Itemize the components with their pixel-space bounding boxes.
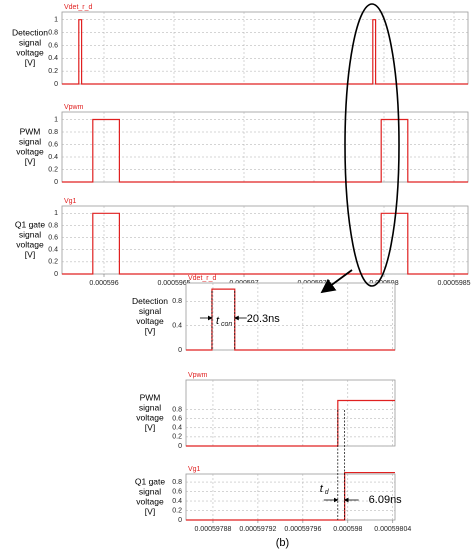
signal-line	[186, 471, 395, 521]
zoom-arrow	[320, 269, 353, 294]
y-tick-label: 0.2	[48, 68, 58, 75]
y-tick-label: 0.8	[172, 298, 182, 305]
y-tick-label: 0.8	[172, 479, 182, 486]
series-name: Vg1	[188, 466, 201, 473]
y-tick-label: 0	[178, 443, 182, 450]
signal-line	[62, 118, 468, 183]
x-tick-label: 0.000596	[89, 280, 118, 287]
interval-symbol: t	[216, 315, 220, 327]
y-tick-label: 0.6	[172, 488, 182, 495]
x-tick-label: 0.00059792	[239, 526, 276, 533]
y-axis-label: [V]	[25, 249, 35, 259]
signal-line	[186, 399, 395, 447]
x-tick-label: 0.0005985	[437, 280, 470, 287]
y-tick-label: 0	[54, 81, 58, 88]
x-tick-label: 0.00059804	[374, 526, 411, 533]
y-axis-label: signal	[19, 136, 41, 146]
series-name: Vdet_r_d	[188, 275, 217, 282]
y-tick-label: 0.4	[172, 498, 182, 505]
y-tick-label: 1	[54, 116, 58, 123]
y-tick-label: 0.6	[172, 416, 182, 423]
y-tick-label: 0.4	[172, 425, 182, 432]
y-axis-label: signal	[19, 37, 41, 47]
interval-label: 20.3ns	[247, 313, 281, 325]
y-tick-label: 0.2	[172, 507, 182, 514]
plot-frame	[185, 379, 396, 447]
x-tick-label: 0.00059788	[194, 526, 231, 533]
y-axis-label: signal	[139, 486, 161, 496]
y-axis-label: [V]	[145, 506, 155, 516]
y-tick-label: 0.8	[172, 406, 182, 413]
y-tick-label: 0	[54, 271, 58, 278]
highlight-ellipse	[344, 3, 400, 287]
y-axis-label: Detection	[132, 296, 168, 306]
y-tick-label: 1	[54, 210, 58, 217]
x-tick-label: 0.000598	[333, 526, 362, 533]
y-tick-label: 0.4	[48, 55, 58, 62]
plot-frame	[185, 282, 396, 351]
y-tick-label: 1	[54, 17, 58, 24]
y-axis-label: voltage	[136, 412, 164, 422]
plots: 00.20.40.60.81Detectionsignalvoltage[V]V…	[12, 4, 471, 549]
series-name: Vpwm	[188, 372, 208, 379]
y-axis-label: [V]	[25, 156, 35, 166]
y-tick-label: 0.6	[48, 42, 58, 49]
y-axis-label: Q1 gate	[15, 219, 46, 229]
interval-symbol: t	[320, 483, 324, 495]
plot-frame	[61, 11, 469, 85]
y-axis-label: [V]	[145, 422, 155, 432]
y-tick-label: 0.6	[48, 141, 58, 148]
plot-frame	[61, 205, 469, 275]
signal-line	[62, 212, 468, 275]
y-tick-label: 0.8	[48, 29, 58, 36]
series-name: Vg1	[64, 198, 77, 205]
interval-subscript: con	[221, 321, 232, 328]
y-axis-label: PWM	[140, 392, 161, 402]
x-tick-label: 0.00059796	[284, 526, 321, 533]
y-tick-label: 0.8	[48, 129, 58, 136]
plot-frame	[61, 111, 469, 183]
y-axis-label: Q1 gate	[135, 476, 166, 486]
y-axis-label: [V]	[25, 57, 35, 67]
plot-frame	[185, 473, 396, 521]
y-axis-label: signal	[139, 306, 161, 316]
y-axis-label: voltage	[136, 496, 164, 506]
signal-line	[186, 288, 395, 351]
y-axis-label: voltage	[16, 239, 44, 249]
y-axis-label: signal	[139, 402, 161, 412]
y-axis-label: [V]	[145, 326, 155, 336]
series-name: Vdet_r_d	[64, 4, 93, 11]
y-axis-label: voltage	[16, 47, 44, 57]
y-tick-label: 0.2	[48, 166, 58, 173]
series-name: Vpwm	[64, 104, 84, 111]
interval-label: 6.09ns	[369, 494, 403, 506]
y-axis-label: PWM	[20, 126, 41, 136]
y-tick-label: 0.4	[172, 322, 182, 329]
y-tick-label: 0.4	[48, 247, 58, 254]
y-tick-label: 0	[178, 517, 182, 524]
y-tick-label: 0	[54, 179, 58, 186]
y-tick-label: 0.2	[172, 434, 182, 441]
caption: (b)	[276, 537, 289, 549]
signal-line	[62, 19, 468, 85]
y-tick-label: 0.8	[48, 222, 58, 229]
y-axis-label: Detection	[12, 27, 48, 37]
y-axis-label: signal	[19, 229, 41, 239]
y-tick-label: 0	[178, 347, 182, 354]
interval-subscript: d	[325, 489, 330, 496]
y-axis-label: voltage	[136, 316, 164, 326]
y-tick-label: 0.2	[48, 259, 58, 266]
x-tick-label: 0.0005965	[157, 280, 190, 287]
y-tick-label: 0.4	[48, 154, 58, 161]
y-axis-label: voltage	[16, 146, 44, 156]
y-tick-label: 0.6	[48, 234, 58, 241]
